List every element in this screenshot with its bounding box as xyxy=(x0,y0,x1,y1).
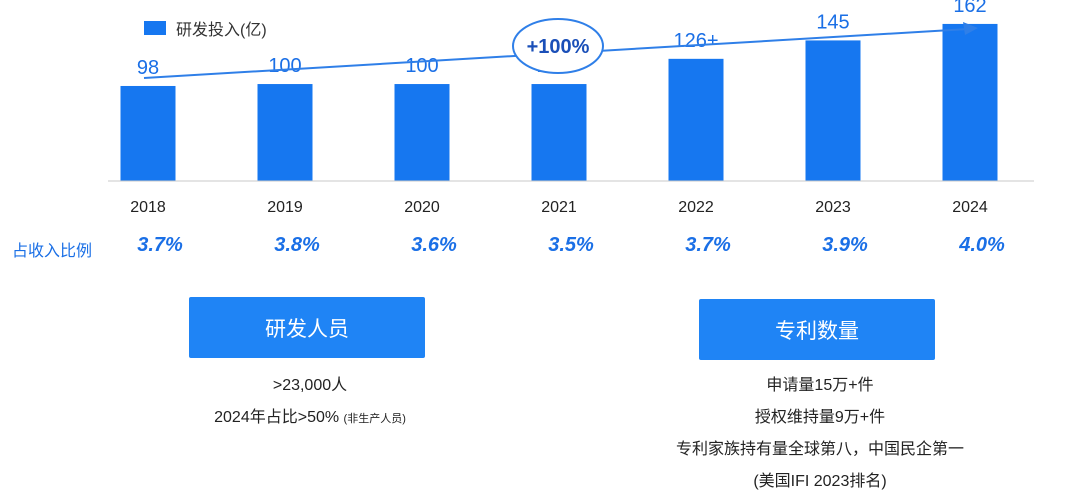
patent-granted: 授权维持量9万+件 xyxy=(754,409,886,426)
value-label-2023: 145 xyxy=(816,11,849,33)
rd-staff-button[interactable]: 研发人员 xyxy=(189,297,425,358)
x-tick-2023: 2023 xyxy=(815,199,851,216)
rd-staff-button-label: 研发人员 xyxy=(265,317,349,341)
ratio-value-2023: 3.9% xyxy=(822,234,868,256)
growth-arrow-head xyxy=(963,22,978,35)
ratio-value-2022: 3.7% xyxy=(685,234,731,256)
x-tick-2020: 2020 xyxy=(404,199,440,216)
patents-button-label: 专利数量 xyxy=(775,319,859,343)
revenue-ratio-label: 占收入比例 xyxy=(12,243,93,260)
bar-2021 xyxy=(531,84,587,181)
ratio-value-2020: 3.6% xyxy=(411,234,457,256)
growth-annotation-text: +100% xyxy=(527,36,590,58)
patents-details: 申请量15万+件 授权维持量9万+件 专利家族持有量全球第八，中国民企第一 (美… xyxy=(610,370,1030,498)
x-tick-2021: 2021 xyxy=(541,199,577,216)
value-label-2020: 100 xyxy=(405,55,438,77)
patent-applications: 申请量15万+件 xyxy=(766,377,874,394)
bars-layer xyxy=(120,23,998,182)
growth-annotation-ellipse xyxy=(512,18,604,74)
x-tick-2019: 2019 xyxy=(267,199,303,216)
ratio-value-2021: 3.5% xyxy=(548,234,594,256)
patent-ranking-source: (美国IFI 2023排名) xyxy=(753,473,887,490)
value-label-2024: 162 xyxy=(953,0,986,17)
value-label-2019: 100 xyxy=(268,55,301,77)
legend-swatch xyxy=(144,21,166,35)
bar-2022 xyxy=(668,58,724,182)
revenue-ratio-row: 3.7% 3.8% 3.6% 3.5% 3.7% 3.9% 4.0% xyxy=(0,234,1080,264)
ratio-value-2024: 4.0% xyxy=(959,234,1005,256)
rd-staff-details: >23,000人 2024年占比>50% (非生产人员) xyxy=(150,370,470,435)
rd-staff-ratio-main: 2024年占比>50% xyxy=(214,409,340,426)
bar-2019 xyxy=(257,84,313,181)
chart-legend: 研发投入(亿) xyxy=(144,16,267,40)
value-label-2018: 98 xyxy=(137,57,159,79)
rd-staff-ratio-note: (非生产人员) xyxy=(343,413,406,425)
x-tick-2024: 2024 xyxy=(952,199,988,216)
value-label-2022: 126+ xyxy=(673,30,718,52)
patents-button[interactable]: 专利数量 xyxy=(699,299,935,360)
rd-staff-ratio: 2024年占比>50% (非生产人员) xyxy=(150,402,470,435)
bar-2024 xyxy=(942,23,998,181)
rd-staff-count: >23,000人 xyxy=(272,377,348,394)
ratio-value-2018: 3.7% xyxy=(137,234,183,256)
bar-2023 xyxy=(805,40,861,182)
patent-family-rank: 专利家族持有量全球第八，中国民企第一 xyxy=(675,441,964,458)
x-tick-2018: 2018 xyxy=(130,199,166,216)
growth-arrow: +100% xyxy=(143,18,978,79)
ratio-value-2019: 3.8% xyxy=(274,234,320,256)
x-tick-labels-layer: 2018 2019 2020 2021 2022 2023 2024 xyxy=(130,199,988,216)
x-tick-2022: 2022 xyxy=(678,199,714,216)
bar-2020 xyxy=(394,84,450,181)
bar-2018 xyxy=(120,85,176,181)
legend-label: 研发投入(亿) xyxy=(176,22,267,39)
